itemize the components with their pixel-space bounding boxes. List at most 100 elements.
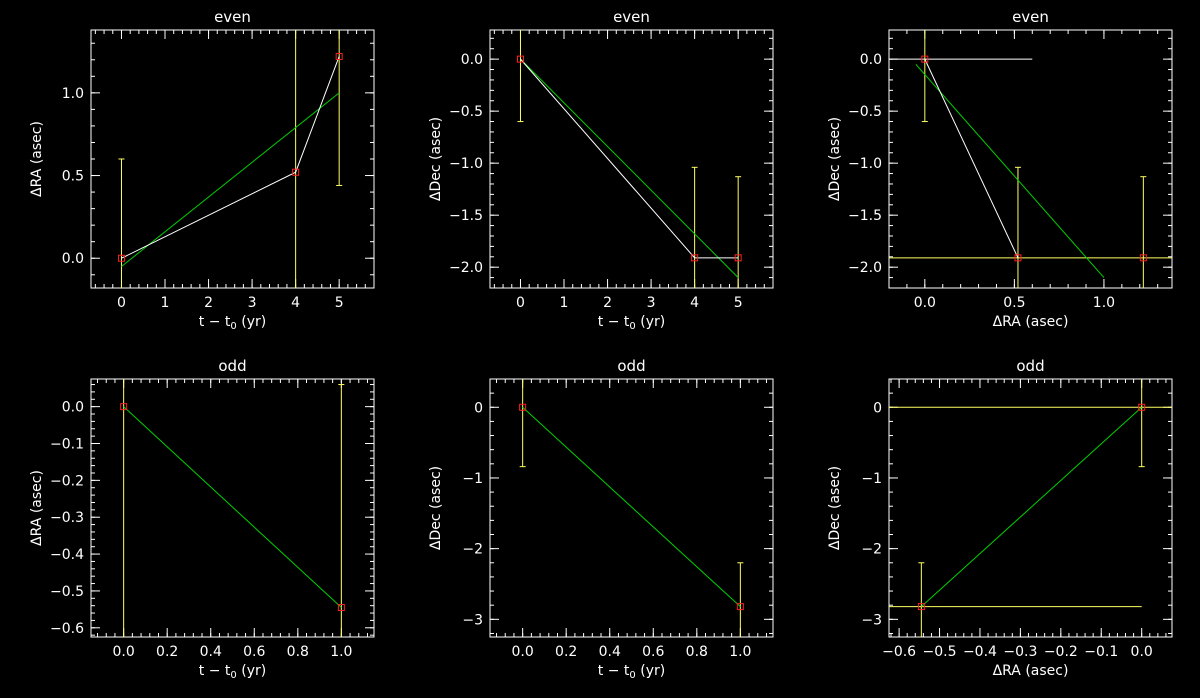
y-tick-label: −1 bbox=[462, 471, 483, 487]
y-tick-label: −1.5 bbox=[449, 208, 483, 224]
x-tick-label: 1 bbox=[560, 295, 569, 311]
y-tick-label: −1 bbox=[861, 471, 882, 487]
y-axis-label: ΔRA (asec) bbox=[29, 470, 45, 546]
data-point bbox=[117, 254, 125, 262]
x-tick-label: 0.4 bbox=[200, 644, 222, 660]
chart-panel-5: 0.0 0.2 0.4 0.6 0.8 1.0 0 −1 −2 −3 odd t − t0 (yr) Δ… bbox=[428, 357, 774, 681]
x-tick-label: 0.0 bbox=[512, 644, 534, 660]
y-axis-label: ΔDec (asec) bbox=[428, 466, 444, 550]
x-tick-label: 0.0 bbox=[914, 295, 936, 311]
x-tick-label: 2 bbox=[603, 295, 612, 311]
panel-title: even bbox=[613, 8, 650, 26]
x-tick-label: 1.0 bbox=[729, 644, 751, 660]
plot-frame bbox=[888, 29, 1173, 289]
data-point bbox=[734, 254, 742, 262]
chart-panel-2: 0 1 2 3 4 5 0.0 −0.5 −1.0 −1.5 −2.0 even t − t0 (yr)… bbox=[428, 8, 774, 332]
x-axis-label: t − t0 (yr) bbox=[199, 314, 266, 332]
x-axis-label: t − t0 (yr) bbox=[598, 663, 665, 681]
data-point bbox=[917, 603, 925, 611]
x-tick-label: 0.4 bbox=[599, 644, 621, 660]
data-layer bbox=[120, 379, 345, 637]
data-point bbox=[1139, 254, 1147, 262]
x-tick-label: −0.2 bbox=[1044, 644, 1078, 660]
chart-panel-4: 0.0 0.2 0.4 0.6 0.8 1.0 0.0 −0.1 −0.2 −0.3 −0.4 −0.… bbox=[29, 357, 375, 681]
data-layer bbox=[889, 30, 1172, 288]
panel-title: even bbox=[214, 8, 251, 26]
y-tick-label: −0.2 bbox=[50, 473, 84, 489]
y-tick-label: −0.1 bbox=[50, 437, 84, 453]
data-line bbox=[520, 58, 739, 259]
fit-line bbox=[522, 406, 741, 607]
y-tick-label: −2.0 bbox=[848, 260, 882, 276]
x-tick-label: 0.6 bbox=[642, 644, 664, 660]
plot-frame bbox=[489, 29, 774, 289]
y-tick-label: 0.0 bbox=[461, 52, 483, 68]
x-axis-label: ΔRA (asec) bbox=[993, 663, 1069, 679]
x-tick-label: −0.1 bbox=[1084, 644, 1118, 660]
y-axis-label: ΔDec (asec) bbox=[428, 117, 444, 201]
y-tick-label: 0.0 bbox=[62, 251, 84, 267]
data-point bbox=[120, 403, 128, 411]
panel-title: odd bbox=[617, 357, 645, 375]
x-tick-label: 1.0 bbox=[330, 644, 352, 660]
y-tick-label: 1.0 bbox=[62, 86, 84, 102]
data-layer bbox=[889, 379, 1172, 637]
x-tick-label: 5 bbox=[335, 295, 344, 311]
x-tick-label: 5 bbox=[734, 295, 743, 311]
y-tick-label: −1.0 bbox=[848, 156, 882, 172]
chart-panel-3: 0.0 0.5 1.0 0.0 −0.5 −1.0 −1.5 −2.0 even ΔRA (ase… bbox=[827, 8, 1173, 330]
y-tick-label: −1.0 bbox=[449, 156, 483, 172]
y-tick-label: −2.0 bbox=[449, 260, 483, 276]
y-tick-label: −1.5 bbox=[848, 208, 882, 224]
y-tick-label: −0.5 bbox=[848, 104, 882, 120]
plot-frame bbox=[90, 378, 375, 638]
x-tick-label: 0.8 bbox=[287, 644, 309, 660]
y-axis-label: ΔDec (asec) bbox=[827, 117, 843, 201]
x-tick-label: 0 bbox=[516, 295, 525, 311]
y-axis-label: ΔDec (asec) bbox=[827, 466, 843, 550]
data-point bbox=[516, 55, 524, 63]
x-tick-label: 0.2 bbox=[156, 644, 178, 660]
plot-frame bbox=[489, 378, 774, 638]
x-tick-label: 0.2 bbox=[555, 644, 577, 660]
x-tick-label: −0.6 bbox=[882, 644, 916, 660]
y-tick-label: 0 bbox=[873, 400, 882, 416]
data-point bbox=[337, 604, 345, 612]
y-axis-label: ΔRA (asec) bbox=[29, 121, 45, 197]
x-tick-label: 4 bbox=[690, 295, 699, 311]
x-tick-label: 0.0 bbox=[1131, 644, 1153, 660]
x-tick-label: 0.0 bbox=[113, 644, 135, 660]
y-tick-label: −3 bbox=[861, 612, 882, 628]
panel-title: odd bbox=[1016, 357, 1044, 375]
fit-line bbox=[520, 58, 739, 278]
y-tick-label: −0.5 bbox=[449, 104, 483, 120]
x-tick-label: 1.0 bbox=[1093, 295, 1115, 311]
x-tick-label: −0.3 bbox=[1003, 644, 1037, 660]
chart-panel-1: 0 1 2 3 4 5 0.0 0.5 1.0 even t − t0 (yr) ΔRA (asec) bbox=[29, 8, 375, 332]
x-tick-label: −0.5 bbox=[923, 644, 957, 660]
data-layer bbox=[516, 30, 742, 288]
data-point bbox=[921, 55, 929, 63]
fit-line bbox=[123, 406, 342, 608]
y-tick-label: −3 bbox=[462, 612, 483, 628]
y-tick-label: −0.6 bbox=[50, 621, 84, 637]
y-tick-label: −0.5 bbox=[50, 584, 84, 600]
data-point bbox=[736, 603, 744, 611]
data-point bbox=[519, 403, 527, 411]
x-tick-label: −0.4 bbox=[963, 644, 997, 660]
fit-line bbox=[121, 92, 340, 267]
plot-frame bbox=[90, 29, 375, 289]
x-tick-label: 0.5 bbox=[1003, 295, 1025, 311]
plot-frame bbox=[888, 378, 1173, 638]
data-point bbox=[292, 168, 300, 176]
x-tick-label: 0 bbox=[117, 295, 126, 311]
data-point bbox=[1014, 254, 1022, 262]
y-tick-label: 0 bbox=[474, 400, 483, 416]
x-axis-label: ΔRA (asec) bbox=[993, 314, 1069, 330]
y-tick-label: 0.0 bbox=[62, 400, 84, 416]
x-axis-label: t − t0 (yr) bbox=[598, 314, 665, 332]
data-point bbox=[1138, 403, 1146, 411]
x-tick-label: 3 bbox=[647, 295, 656, 311]
y-tick-label: −0.3 bbox=[50, 510, 84, 526]
